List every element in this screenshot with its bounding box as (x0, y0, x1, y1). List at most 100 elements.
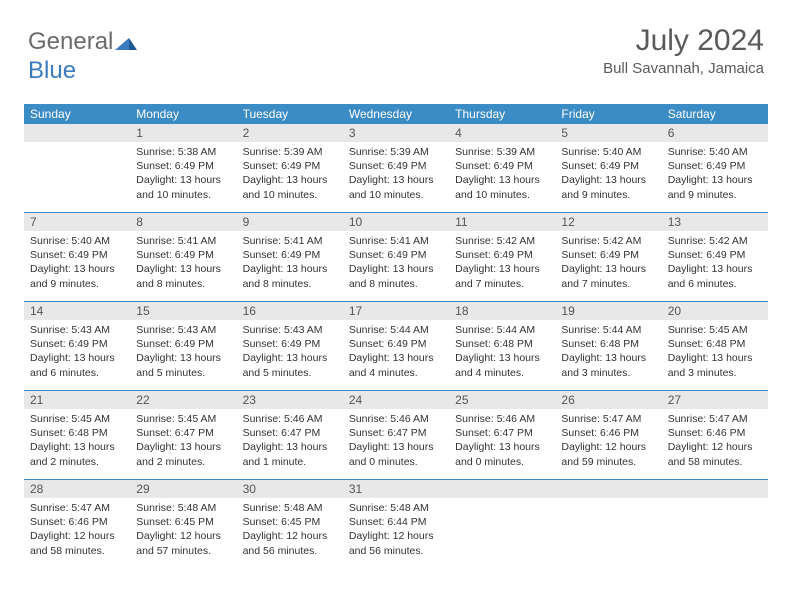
day-body: Sunrise: 5:44 AMSunset: 6:48 PMDaylight:… (449, 320, 555, 386)
dow-label: Saturday (662, 104, 768, 124)
brand-part2: Blue (28, 57, 76, 84)
day-number: 8 (130, 213, 236, 231)
location: Bull Savannah, Jamaica (603, 60, 764, 77)
day-body: Sunrise: 5:48 AMSunset: 6:45 PMDaylight:… (130, 498, 236, 564)
day-number (555, 480, 661, 498)
day-number: 29 (130, 480, 236, 498)
calendar-cell: 30Sunrise: 5:48 AMSunset: 6:45 PMDayligh… (237, 480, 343, 568)
calendar-cell: 26Sunrise: 5:47 AMSunset: 6:46 PMDayligh… (555, 391, 661, 479)
day-number: 26 (555, 391, 661, 409)
day-number: 27 (662, 391, 768, 409)
calendar-cell: 13Sunrise: 5:42 AMSunset: 6:49 PMDayligh… (662, 213, 768, 301)
brand-part1: General (28, 28, 113, 55)
calendar-cell: 5Sunrise: 5:40 AMSunset: 6:49 PMDaylight… (555, 124, 661, 212)
day-number: 21 (24, 391, 130, 409)
calendar-cell: 22Sunrise: 5:45 AMSunset: 6:47 PMDayligh… (130, 391, 236, 479)
calendar-cell: 11Sunrise: 5:42 AMSunset: 6:49 PMDayligh… (449, 213, 555, 301)
day-body: Sunrise: 5:43 AMSunset: 6:49 PMDaylight:… (130, 320, 236, 386)
day-number: 23 (237, 391, 343, 409)
day-body: Sunrise: 5:43 AMSunset: 6:49 PMDaylight:… (237, 320, 343, 386)
day-body: Sunrise: 5:42 AMSunset: 6:49 PMDaylight:… (555, 231, 661, 297)
calendar-cell: 6Sunrise: 5:40 AMSunset: 6:49 PMDaylight… (662, 124, 768, 212)
day-body: Sunrise: 5:44 AMSunset: 6:49 PMDaylight:… (343, 320, 449, 386)
calendar-cell: 28Sunrise: 5:47 AMSunset: 6:46 PMDayligh… (24, 480, 130, 568)
day-number: 3 (343, 124, 449, 142)
dow-label: Wednesday (343, 104, 449, 124)
day-body: Sunrise: 5:46 AMSunset: 6:47 PMDaylight:… (449, 409, 555, 475)
dow-label: Friday (555, 104, 661, 124)
dow-label: Thursday (449, 104, 555, 124)
day-number: 25 (449, 391, 555, 409)
day-number: 13 (662, 213, 768, 231)
calendar-week: 1Sunrise: 5:38 AMSunset: 6:49 PMDaylight… (24, 124, 768, 212)
day-body: Sunrise: 5:47 AMSunset: 6:46 PMDaylight:… (662, 409, 768, 475)
calendar-cell: 27Sunrise: 5:47 AMSunset: 6:46 PMDayligh… (662, 391, 768, 479)
day-body: Sunrise: 5:40 AMSunset: 6:49 PMDaylight:… (555, 142, 661, 208)
dow-label: Tuesday (237, 104, 343, 124)
calendar-cell: 16Sunrise: 5:43 AMSunset: 6:49 PMDayligh… (237, 302, 343, 390)
day-body: Sunrise: 5:40 AMSunset: 6:49 PMDaylight:… (662, 142, 768, 208)
day-number: 19 (555, 302, 661, 320)
calendar-week: 7Sunrise: 5:40 AMSunset: 6:49 PMDaylight… (24, 212, 768, 301)
day-body: Sunrise: 5:47 AMSunset: 6:46 PMDaylight:… (555, 409, 661, 475)
day-number: 1 (130, 124, 236, 142)
day-body: Sunrise: 5:45 AMSunset: 6:48 PMDaylight:… (24, 409, 130, 475)
day-body: Sunrise: 5:46 AMSunset: 6:47 PMDaylight:… (237, 409, 343, 475)
calendar-cell: 7Sunrise: 5:40 AMSunset: 6:49 PMDaylight… (24, 213, 130, 301)
day-body: Sunrise: 5:40 AMSunset: 6:49 PMDaylight:… (24, 231, 130, 297)
day-number: 14 (24, 302, 130, 320)
calendar-cell: 1Sunrise: 5:38 AMSunset: 6:49 PMDaylight… (130, 124, 236, 212)
day-body: Sunrise: 5:41 AMSunset: 6:49 PMDaylight:… (237, 231, 343, 297)
day-number: 2 (237, 124, 343, 142)
dow-label: Monday (130, 104, 236, 124)
day-body: Sunrise: 5:43 AMSunset: 6:49 PMDaylight:… (24, 320, 130, 386)
calendar-cell: 12Sunrise: 5:42 AMSunset: 6:49 PMDayligh… (555, 213, 661, 301)
calendar-cell: 21Sunrise: 5:45 AMSunset: 6:48 PMDayligh… (24, 391, 130, 479)
brand-logo: General Blue (28, 28, 137, 85)
day-number: 16 (237, 302, 343, 320)
day-body: Sunrise: 5:42 AMSunset: 6:49 PMDaylight:… (449, 231, 555, 297)
calendar-cell: 29Sunrise: 5:48 AMSunset: 6:45 PMDayligh… (130, 480, 236, 568)
day-number (449, 480, 555, 498)
day-number: 18 (449, 302, 555, 320)
day-body: Sunrise: 5:39 AMSunset: 6:49 PMDaylight:… (343, 142, 449, 208)
day-body: Sunrise: 5:39 AMSunset: 6:49 PMDaylight:… (449, 142, 555, 208)
day-number: 4 (449, 124, 555, 142)
day-number: 15 (130, 302, 236, 320)
calendar-cell: 15Sunrise: 5:43 AMSunset: 6:49 PMDayligh… (130, 302, 236, 390)
day-number: 7 (24, 213, 130, 231)
dow-row: SundayMondayTuesdayWednesdayThursdayFrid… (24, 104, 768, 124)
day-body: Sunrise: 5:45 AMSunset: 6:48 PMDaylight:… (662, 320, 768, 386)
calendar-cell: 24Sunrise: 5:46 AMSunset: 6:47 PMDayligh… (343, 391, 449, 479)
day-number: 11 (449, 213, 555, 231)
day-body: Sunrise: 5:44 AMSunset: 6:48 PMDaylight:… (555, 320, 661, 386)
calendar-cell (555, 480, 661, 568)
day-body: Sunrise: 5:45 AMSunset: 6:47 PMDaylight:… (130, 409, 236, 475)
calendar-cell: 4Sunrise: 5:39 AMSunset: 6:49 PMDaylight… (449, 124, 555, 212)
calendar-week: 21Sunrise: 5:45 AMSunset: 6:48 PMDayligh… (24, 390, 768, 479)
calendar-week: 28Sunrise: 5:47 AMSunset: 6:46 PMDayligh… (24, 479, 768, 568)
calendar-cell: 23Sunrise: 5:46 AMSunset: 6:47 PMDayligh… (237, 391, 343, 479)
day-body: Sunrise: 5:42 AMSunset: 6:49 PMDaylight:… (662, 231, 768, 297)
day-number: 30 (237, 480, 343, 498)
day-number: 22 (130, 391, 236, 409)
calendar-cell: 31Sunrise: 5:48 AMSunset: 6:44 PMDayligh… (343, 480, 449, 568)
header: July 2024 Bull Savannah, Jamaica (603, 24, 764, 77)
calendar: SundayMondayTuesdayWednesdayThursdayFrid… (24, 104, 768, 568)
day-number (662, 480, 768, 498)
calendar-cell: 19Sunrise: 5:44 AMSunset: 6:48 PMDayligh… (555, 302, 661, 390)
day-number: 12 (555, 213, 661, 231)
day-number: 17 (343, 302, 449, 320)
calendar-cell: 14Sunrise: 5:43 AMSunset: 6:49 PMDayligh… (24, 302, 130, 390)
calendar-cell: 18Sunrise: 5:44 AMSunset: 6:48 PMDayligh… (449, 302, 555, 390)
calendar-cell: 20Sunrise: 5:45 AMSunset: 6:48 PMDayligh… (662, 302, 768, 390)
calendar-week: 14Sunrise: 5:43 AMSunset: 6:49 PMDayligh… (24, 301, 768, 390)
month-title: July 2024 (603, 24, 764, 58)
day-number: 28 (24, 480, 130, 498)
day-body: Sunrise: 5:48 AMSunset: 6:45 PMDaylight:… (237, 498, 343, 564)
day-number: 24 (343, 391, 449, 409)
day-number: 5 (555, 124, 661, 142)
calendar-cell (24, 124, 130, 212)
day-body: Sunrise: 5:41 AMSunset: 6:49 PMDaylight:… (130, 231, 236, 297)
day-body: Sunrise: 5:46 AMSunset: 6:47 PMDaylight:… (343, 409, 449, 475)
